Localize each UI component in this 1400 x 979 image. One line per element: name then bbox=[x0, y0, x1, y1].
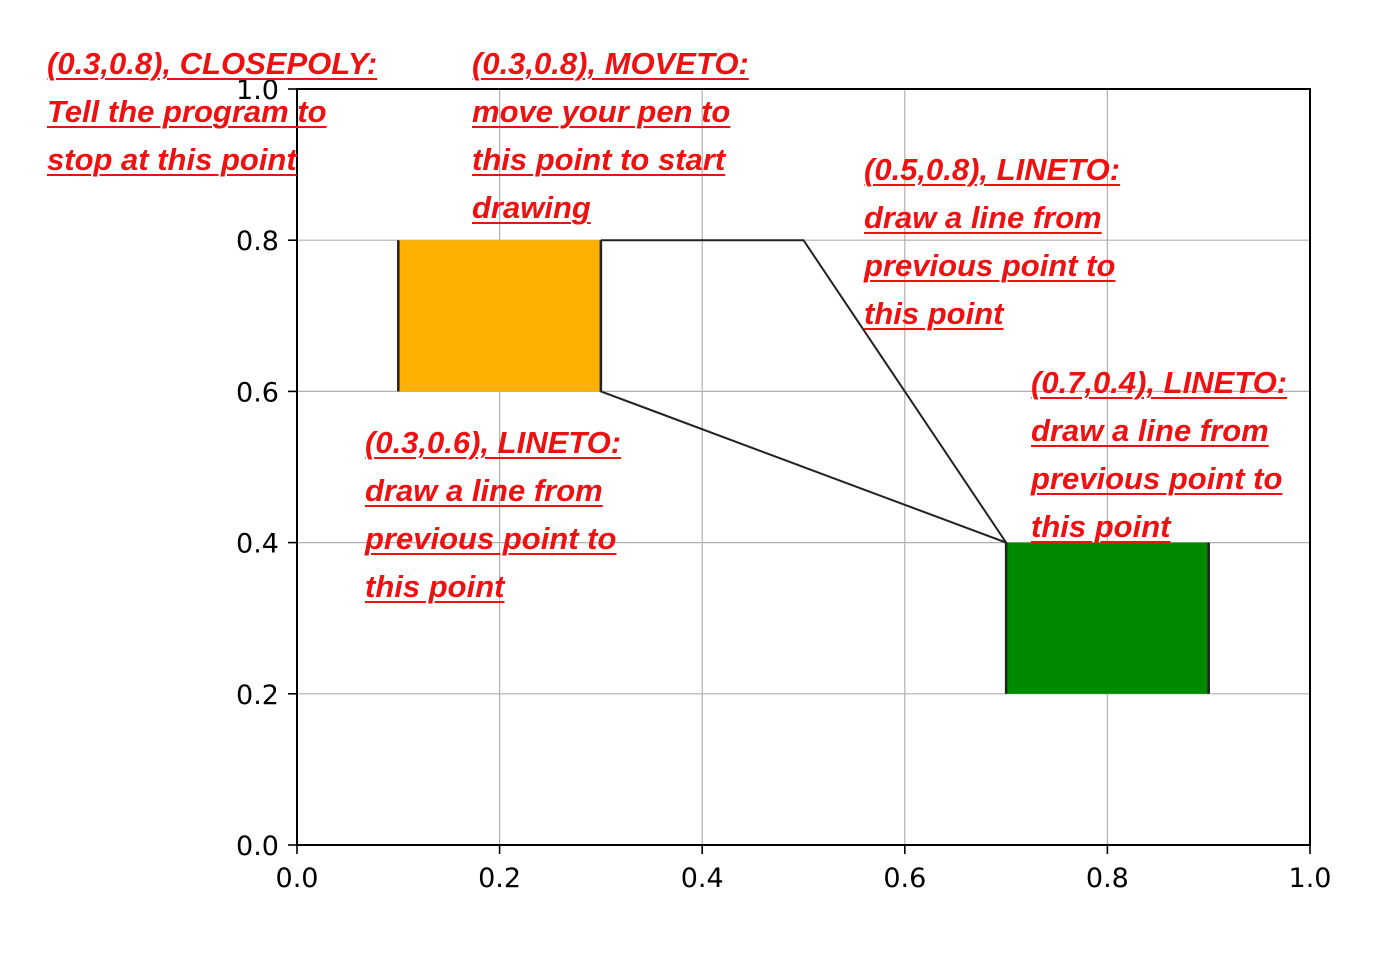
annotation-line: (0.3,0.8), MOVETO: bbox=[472, 46, 749, 81]
annotation-line: (0.3,0.6), LINETO: bbox=[365, 425, 622, 460]
y-tick-label: 0.4 bbox=[236, 529, 279, 560]
green-rectangle bbox=[1006, 542, 1209, 694]
axes-frame bbox=[296, 88, 1311, 846]
annotation-moveto: (0.3,0.8), MOVETO: move your pen to this… bbox=[472, 40, 749, 232]
annotation-line: previous point to bbox=[365, 521, 617, 556]
annotation-lineto-07-04: (0.7,0.4), LINETO: draw a line from prev… bbox=[1031, 359, 1287, 551]
y-tick-label: 0.8 bbox=[236, 226, 279, 257]
path-line bbox=[599, 239, 1009, 545]
annotation-lineto-03-06: (0.3,0.6), LINETO: draw a line from prev… bbox=[365, 419, 621, 611]
x-tick-label: 0.2 bbox=[478, 863, 521, 894]
annotation-line: move your pen to bbox=[472, 94, 731, 129]
y-tick-label: 0.6 bbox=[236, 377, 279, 408]
annotation-line: this point to start bbox=[472, 142, 726, 177]
annotation-line: this point bbox=[864, 296, 1004, 331]
annotation-line: draw a line from bbox=[1031, 413, 1269, 448]
annotation-line: this point bbox=[1031, 509, 1171, 544]
annotation-line: stop at this point bbox=[47, 142, 297, 177]
annotation-line: (0.7,0.4), LINETO: bbox=[1031, 365, 1288, 400]
annotation-line: Tell the program to bbox=[47, 94, 327, 129]
annotation-line: this point bbox=[365, 569, 505, 604]
annotation-line: (0.3,0.8), CLOSEPOLY: bbox=[47, 46, 378, 81]
annotation-lineto-05-08: (0.5,0.8), LINETO: draw a line from prev… bbox=[864, 146, 1120, 338]
x-tick-label: 0.8 bbox=[1086, 863, 1129, 894]
x-tick-label: 0.4 bbox=[681, 863, 724, 894]
annotation-line: draw a line from bbox=[864, 200, 1102, 235]
y-tick-label: 0.0 bbox=[236, 831, 279, 862]
annotation-closepoly: (0.3,0.8), CLOSEPOLY: Tell the program t… bbox=[47, 40, 377, 184]
x-tick-label: 0.6 bbox=[883, 863, 926, 894]
orange-rectangle bbox=[398, 240, 601, 392]
annotation-line: (0.5,0.8), LINETO: bbox=[864, 152, 1121, 187]
annotation-line: draw a line from bbox=[365, 473, 603, 508]
annotation-line: drawing bbox=[472, 190, 591, 225]
y-tick-label: 0.2 bbox=[236, 680, 279, 711]
x-tick-label: 0.0 bbox=[276, 863, 319, 894]
annotation-line: previous point to bbox=[864, 248, 1116, 283]
x-tick-label: 1.0 bbox=[1289, 863, 1332, 894]
annotation-line: previous point to bbox=[1031, 461, 1283, 496]
y-tick-label: 1.0 bbox=[236, 75, 279, 106]
